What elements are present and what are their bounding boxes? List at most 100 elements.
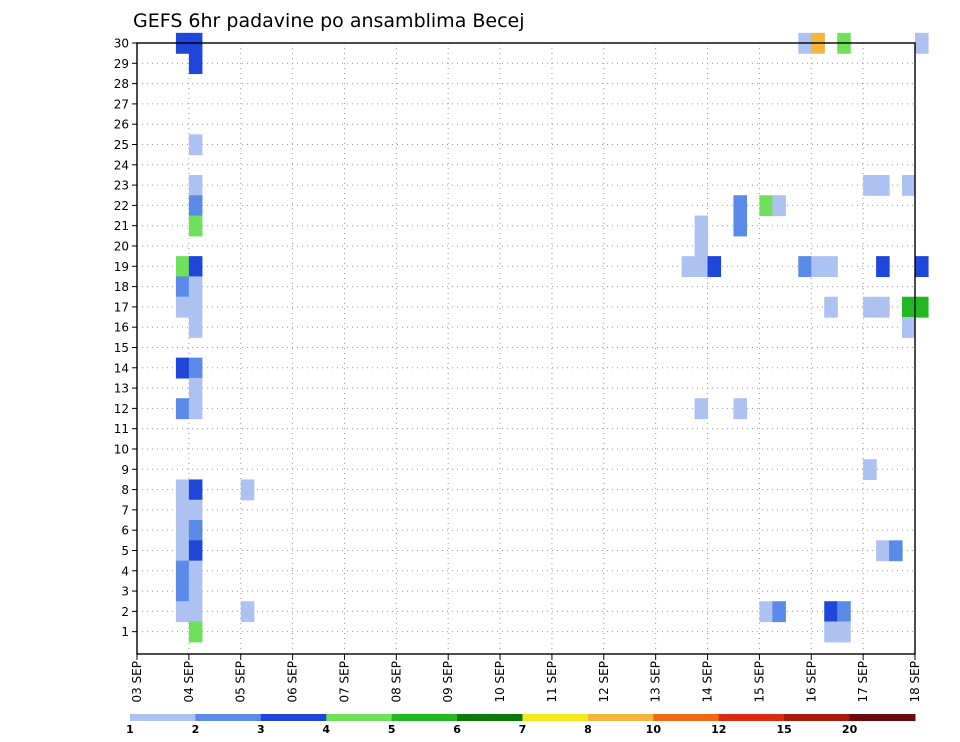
- heatmap-cell: [188, 357, 203, 379]
- x-tick-label: 12 SEP: [597, 661, 611, 703]
- heatmap-cell: [863, 296, 877, 318]
- heatmap-cell: [694, 398, 709, 420]
- heatmap-cell: [915, 296, 929, 318]
- legend-label: 1: [126, 723, 134, 736]
- legend-label: 6: [453, 723, 461, 736]
- heatmap-cell: [175, 276, 190, 298]
- y-tick-label: 28: [114, 77, 129, 91]
- x-tick-label: 03 SEP: [130, 661, 144, 703]
- x-tick-label: 14 SEP: [701, 661, 715, 703]
- x-tick-label: 07 SEP: [337, 661, 351, 703]
- x-tick-label: 08 SEP: [389, 661, 403, 703]
- x-tick-label: 16 SEP: [804, 661, 818, 703]
- y-tick-label: 17: [114, 300, 129, 314]
- heatmap-cell: [188, 601, 203, 623]
- heatmap-cell: [188, 520, 203, 541]
- heatmap-cell: [902, 174, 916, 196]
- legend-label: 2: [192, 723, 200, 736]
- x-tick-label: 15 SEP: [752, 661, 766, 703]
- y-tick-label: 26: [114, 118, 129, 132]
- heatmap-cell: [175, 580, 190, 602]
- y-tick-label: 25: [114, 138, 129, 152]
- x-tick-label: 09 SEP: [441, 661, 455, 703]
- heatmap-cell: [681, 256, 696, 278]
- y-tick-label: 19: [114, 260, 129, 274]
- x-tick-label: 05 SEP: [234, 661, 248, 703]
- y-tick-label: 16: [114, 321, 129, 335]
- legend-swatch: [522, 714, 589, 721]
- legend-swatch: [587, 714, 654, 721]
- heatmap-cell: [863, 174, 877, 196]
- heatmap-cell: [707, 256, 722, 278]
- legend-label: 12: [711, 723, 726, 736]
- plot-frame: [136, 42, 916, 655]
- x-tick-label: 18 SEP: [908, 661, 922, 703]
- heatmap-cell: [694, 256, 709, 278]
- y-tick-label: 23: [114, 179, 129, 193]
- heatmap-cell: [188, 215, 203, 237]
- cells: [175, 32, 929, 643]
- y-axis: 1234567891011121314151617181920212223242…: [114, 37, 137, 639]
- heatmap-cell: [175, 479, 190, 501]
- chart-title: GEFS 6hr padavine po ansamblima Becej: [133, 10, 525, 32]
- y-tick-label: 1: [121, 625, 129, 639]
- heatmap-cell: [915, 256, 929, 278]
- heatmap-cell: [876, 174, 890, 196]
- grid: [137, 42, 915, 654]
- x-tick-label: 10 SEP: [493, 661, 507, 703]
- heatmap-cell: [240, 601, 255, 623]
- heatmap-cell: [188, 256, 203, 278]
- heatmap-cell: [798, 256, 812, 278]
- heatmap-cell: [188, 479, 203, 501]
- x-tick-label: 17 SEP: [856, 661, 870, 703]
- y-tick-label: 15: [114, 341, 129, 355]
- legend-label: 3: [257, 723, 265, 736]
- heatmap-cell: [824, 601, 838, 623]
- heatmap-cell: [876, 540, 890, 562]
- heatmap-cell: [733, 215, 748, 237]
- y-tick-label: 24: [114, 158, 129, 172]
- y-tick-label: 30: [114, 37, 129, 51]
- heatmap-cell: [759, 601, 773, 623]
- y-tick-label: 18: [114, 280, 129, 294]
- y-tick-label: 29: [114, 57, 129, 71]
- heatmap-cell: [863, 459, 877, 481]
- heatmap-cell: [175, 540, 190, 562]
- legend-swatch: [260, 714, 327, 721]
- heatmap-cell: [733, 398, 748, 420]
- heatmap-cell: [175, 398, 190, 420]
- heatmap-cell: [188, 621, 203, 643]
- heatmap-cell: [188, 53, 203, 75]
- heatmap-cell: [188, 540, 203, 562]
- y-tick-label: 22: [114, 199, 129, 213]
- heatmap-cell: [837, 601, 851, 623]
- y-tick-label: 4: [121, 564, 129, 578]
- heatmap-cell: [188, 398, 203, 420]
- heatmap-cell: [175, 256, 190, 278]
- legend-swatch: [849, 714, 916, 721]
- y-tick-label: 20: [114, 239, 129, 253]
- y-tick-label: 2: [121, 605, 129, 619]
- x-tick-label: 13 SEP: [649, 661, 663, 703]
- legend-swatch: [784, 714, 851, 721]
- y-tick-label: 27: [114, 97, 129, 111]
- heatmap-cell: [175, 499, 190, 521]
- heatmap-cell: [889, 540, 903, 562]
- heatmap-cell: [175, 296, 190, 318]
- heatmap-cell: [175, 560, 190, 582]
- heatmap-cell: [772, 601, 786, 623]
- heatmap-cell: [188, 317, 203, 338]
- y-tick-label: 10: [114, 442, 129, 456]
- legend-label: 10: [646, 723, 662, 736]
- x-axis: 03 SEP 04 SEP 05 SEP 06 SEP 07 SEP 08 SEP 09 S…: [130, 654, 922, 703]
- y-tick-label: 5: [121, 544, 129, 558]
- x-tick-label: 06 SEP: [286, 661, 300, 703]
- heatmap-cell: [824, 621, 838, 643]
- heatmap-cell: [188, 499, 203, 521]
- y-tick-label: 8: [121, 483, 129, 497]
- x-tick-label: 04 SEP: [182, 661, 196, 703]
- heatmap-cell: [837, 621, 851, 643]
- heatmap-cell: [876, 296, 890, 318]
- legend-label: 8: [584, 723, 592, 736]
